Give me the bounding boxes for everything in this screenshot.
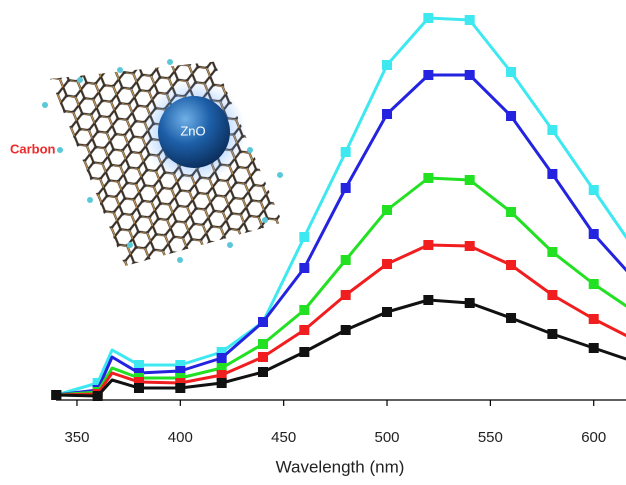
marker xyxy=(217,353,227,363)
marker xyxy=(175,383,185,393)
marker xyxy=(382,205,392,215)
marker xyxy=(589,185,599,195)
marker xyxy=(589,343,599,353)
marker xyxy=(589,314,599,324)
x-tick-label: 550 xyxy=(478,429,503,446)
marker xyxy=(506,111,516,121)
marker xyxy=(423,13,433,23)
marker xyxy=(465,15,475,25)
marker xyxy=(506,313,516,323)
marker xyxy=(258,352,268,362)
marker xyxy=(341,147,351,157)
marker xyxy=(341,183,351,193)
marker xyxy=(382,307,392,317)
marker xyxy=(547,290,557,300)
marker xyxy=(299,325,309,335)
carbon-label: Carbon xyxy=(10,141,56,156)
marker xyxy=(134,383,144,393)
marker xyxy=(258,339,268,349)
marker xyxy=(589,229,599,239)
inset-graphic: ZnO Carbon xyxy=(10,39,303,287)
marker xyxy=(423,240,433,250)
marker xyxy=(506,260,516,270)
marker xyxy=(547,125,557,135)
x-tick-label: 450 xyxy=(271,429,296,446)
marker xyxy=(258,367,268,377)
marker xyxy=(465,70,475,80)
marker xyxy=(382,109,392,119)
marker xyxy=(217,378,227,388)
x-tick-label: 600 xyxy=(581,429,606,446)
marker xyxy=(465,241,475,251)
x-tick-label: 500 xyxy=(375,429,400,446)
marker xyxy=(589,279,599,289)
marker xyxy=(423,173,433,183)
x-tick-label: 350 xyxy=(64,429,89,446)
x-axis-label: Wavelength (nm) xyxy=(276,457,405,476)
marker xyxy=(299,263,309,273)
chart: ZnO Carbon Wavelength (nm) 350 400 450 500 5… xyxy=(0,0,626,480)
marker xyxy=(299,347,309,357)
marker xyxy=(382,259,392,269)
marker xyxy=(423,70,433,80)
marker xyxy=(506,67,516,77)
marker xyxy=(93,391,103,401)
marker xyxy=(465,175,475,185)
marker xyxy=(341,255,351,265)
marker xyxy=(51,390,61,400)
marker xyxy=(258,317,268,327)
marker xyxy=(341,290,351,300)
marker xyxy=(299,305,309,315)
marker xyxy=(341,325,351,335)
marker xyxy=(547,247,557,257)
marker xyxy=(465,298,475,308)
sphere-label: ZnO xyxy=(180,123,205,138)
marker xyxy=(299,232,309,242)
x-tick-label: 400 xyxy=(168,429,193,446)
marker xyxy=(547,329,557,339)
marker xyxy=(506,207,516,217)
marker xyxy=(547,169,557,179)
marker xyxy=(382,60,392,70)
marker xyxy=(423,295,433,305)
